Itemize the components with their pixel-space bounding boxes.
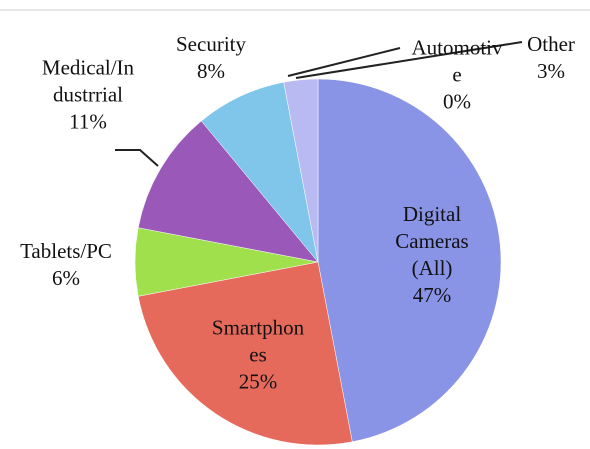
category-name: Automotive bbox=[411, 35, 503, 87]
value-label: 3% bbox=[537, 59, 565, 83]
slice-label: Automotive 0% bbox=[411, 35, 503, 116]
leader-line bbox=[287, 47, 401, 77]
value-label: 6% bbox=[52, 266, 80, 290]
category-name: Security bbox=[176, 32, 246, 56]
slices bbox=[134, 78, 502, 446]
slice-label: Smartphones 25% bbox=[208, 315, 308, 396]
value-label: 47% bbox=[412, 283, 452, 307]
slice-label: Digital Cameras (All) 47% bbox=[382, 201, 482, 309]
value-label: 11% bbox=[69, 109, 107, 134]
slice-label: Security 8% bbox=[156, 31, 266, 85]
slice-label: Tablets/PC 6% bbox=[20, 238, 112, 292]
category-name: Medical/Industrrial bbox=[41, 55, 135, 107]
leader-line bbox=[115, 149, 159, 167]
pie-slice bbox=[283, 78, 319, 263]
pie-slice bbox=[137, 120, 319, 263]
pie-slice bbox=[200, 81, 319, 263]
leader-line bbox=[295, 41, 523, 79]
category-name: Smartphones bbox=[211, 315, 305, 367]
slice-label: Medical/Industrrial 11% bbox=[38, 55, 138, 136]
slice-label: Other 3% bbox=[516, 31, 586, 85]
value-label: 8% bbox=[197, 59, 225, 83]
category-name: Other bbox=[527, 32, 575, 56]
pie-slice bbox=[317, 78, 502, 443]
value-label: 0% bbox=[443, 89, 471, 114]
value-label: 25% bbox=[238, 369, 278, 394]
pie-slice bbox=[137, 261, 353, 446]
category-name: Digital Cameras (All) bbox=[395, 202, 469, 280]
category-name: Tablets/PC bbox=[20, 239, 112, 263]
